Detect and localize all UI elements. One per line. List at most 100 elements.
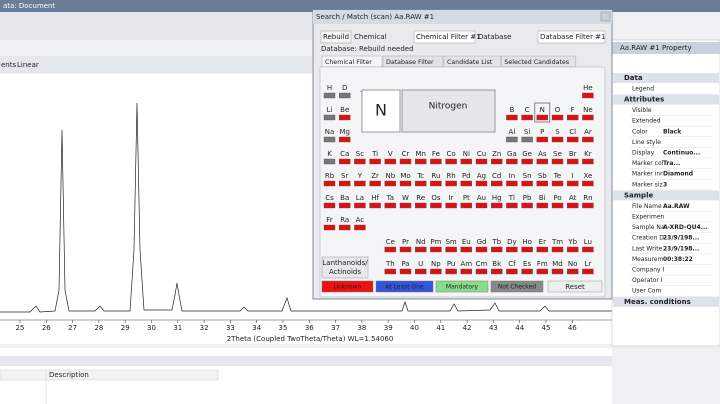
element-toggle[interactable] <box>567 180 579 187</box>
element-toggle[interactable] <box>506 180 518 187</box>
element-toggle[interactable] <box>506 246 518 253</box>
element-toggle[interactable] <box>582 180 594 187</box>
element-toggle[interactable] <box>582 246 594 253</box>
element-toggle[interactable] <box>521 136 533 143</box>
element-toggle[interactable] <box>536 268 548 275</box>
element-toggle[interactable] <box>399 158 412 165</box>
element-toggle[interactable] <box>369 180 381 187</box>
element-toggle[interactable] <box>323 158 336 165</box>
element-toggle[interactable] <box>460 268 472 275</box>
element-toggle[interactable] <box>551 114 564 121</box>
element-toggle[interactable] <box>323 92 336 99</box>
lanthanoids-button[interactable] <box>321 256 369 279</box>
element-toggle[interactable] <box>536 202 548 209</box>
element-toggle[interactable] <box>339 224 351 231</box>
close-button[interactable] <box>600 11 611 22</box>
element-toggle[interactable] <box>475 202 488 209</box>
element-toggle[interactable] <box>384 268 396 275</box>
element-toggle[interactable] <box>445 180 457 187</box>
element-toggle[interactable] <box>567 268 579 275</box>
element-toggle[interactable] <box>567 158 579 165</box>
element-toggle[interactable] <box>354 158 366 165</box>
element-toggle[interactable] <box>582 114 594 121</box>
element-toggle[interactable] <box>567 202 579 209</box>
element-toggle[interactable] <box>506 202 518 209</box>
element-toggle[interactable] <box>323 180 336 187</box>
element-toggle[interactable] <box>323 114 336 121</box>
element-toggle[interactable] <box>551 180 564 187</box>
element-toggle[interactable] <box>415 202 427 209</box>
element-toggle[interactable] <box>506 136 518 143</box>
mode-select[interactable]: ents <box>1 61 16 69</box>
element-toggle[interactable] <box>430 202 442 209</box>
element-toggle[interactable] <box>354 224 366 231</box>
element-toggle[interactable] <box>354 180 366 187</box>
element-toggle[interactable] <box>460 180 472 187</box>
element-toggle[interactable] <box>354 202 366 209</box>
element-toggle[interactable] <box>521 158 533 165</box>
element-toggle[interactable] <box>567 136 579 143</box>
element-toggle[interactable] <box>384 246 396 253</box>
element-toggle[interactable] <box>551 136 564 143</box>
element-toggle[interactable] <box>536 246 548 253</box>
element-toggle[interactable] <box>445 246 457 253</box>
element-toggle[interactable] <box>415 180 427 187</box>
element-toggle[interactable] <box>536 114 548 121</box>
element-toggle[interactable] <box>460 246 472 253</box>
element-toggle[interactable] <box>491 268 503 275</box>
element-toggle[interactable] <box>323 136 336 143</box>
element-toggle[interactable] <box>399 246 412 253</box>
element-toggle[interactable] <box>339 202 351 209</box>
element-toggle[interactable] <box>339 180 351 187</box>
element-toggle[interactable] <box>491 180 503 187</box>
element-toggle[interactable] <box>415 158 427 165</box>
element-toggle[interactable] <box>369 202 381 209</box>
element-toggle[interactable] <box>506 114 518 121</box>
element-toggle[interactable] <box>536 180 548 187</box>
chemical-filter-select[interactable] <box>413 30 476 44</box>
element-toggle[interactable] <box>460 158 472 165</box>
element-toggle[interactable] <box>521 202 533 209</box>
element-toggle[interactable] <box>384 180 396 187</box>
element-toggle[interactable] <box>551 246 564 253</box>
element-toggle[interactable] <box>521 268 533 275</box>
element-toggle[interactable] <box>415 246 427 253</box>
element-toggle[interactable] <box>339 136 351 143</box>
element-toggle[interactable] <box>567 246 579 253</box>
element-toggle[interactable] <box>521 114 533 121</box>
element-toggle[interactable] <box>430 246 442 253</box>
element-toggle[interactable] <box>445 202 457 209</box>
element-toggle[interactable] <box>506 268 518 275</box>
element-toggle[interactable] <box>460 202 472 209</box>
element-toggle[interactable] <box>445 268 457 275</box>
scale-select[interactable]: Linear <box>17 61 39 69</box>
element-toggle[interactable] <box>582 202 594 209</box>
element-toggle[interactable] <box>430 180 442 187</box>
element-toggle[interactable] <box>339 114 351 121</box>
element-toggle[interactable] <box>521 246 533 253</box>
element-toggle[interactable] <box>415 268 427 275</box>
element-toggle[interactable] <box>582 158 594 165</box>
element-toggle[interactable] <box>384 202 396 209</box>
element-toggle[interactable] <box>445 158 457 165</box>
element-toggle[interactable] <box>475 246 488 253</box>
element-toggle[interactable] <box>506 158 518 165</box>
element-toggle[interactable] <box>323 202 336 209</box>
element-toggle[interactable] <box>491 202 503 209</box>
element-toggle[interactable] <box>582 136 594 143</box>
database-filter-select[interactable] <box>537 30 606 44</box>
element-toggle[interactable] <box>339 92 351 99</box>
element-toggle[interactable] <box>551 268 564 275</box>
element-toggle[interactable] <box>475 158 488 165</box>
element-toggle[interactable] <box>491 246 503 253</box>
element-toggle[interactable] <box>521 180 533 187</box>
element-toggle[interactable] <box>491 158 503 165</box>
element-toggle[interactable] <box>551 202 564 209</box>
element-toggle[interactable] <box>567 114 579 121</box>
element-toggle[interactable] <box>582 92 594 99</box>
element-toggle[interactable] <box>582 268 594 275</box>
element-toggle[interactable] <box>430 158 442 165</box>
element-toggle[interactable] <box>399 268 412 275</box>
element-toggle[interactable] <box>536 136 548 143</box>
element-toggle[interactable] <box>399 202 412 209</box>
